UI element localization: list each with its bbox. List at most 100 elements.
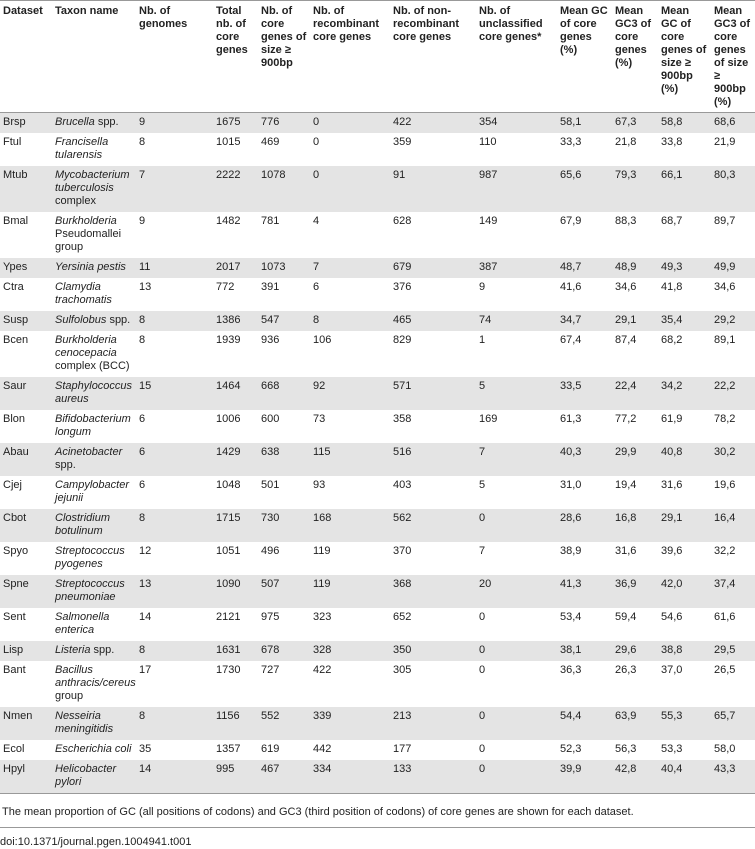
table-cell: 8: [136, 707, 213, 740]
table-cell: Spne: [0, 575, 52, 608]
data-table: Dataset Taxon name Nb. of genomes Total nb.…: [0, 0, 755, 794]
table-row: Mtub Mycobacterium tuberculosis complex 7 2…: [0, 166, 755, 212]
table-cell: 14: [136, 760, 213, 794]
taxon-cell: Acinetobacter spp.: [52, 443, 136, 476]
table-row: Spyo Streptococcus pyogenes 12 1051 496 119 37…: [0, 542, 755, 575]
taxon-suffix: complex (BCC): [55, 360, 130, 372]
table-cell: 88,3: [615, 215, 637, 227]
table-cell: 49,9: [711, 258, 755, 278]
table-cell: 8: [139, 136, 146, 148]
table-cell: 89,1: [714, 334, 736, 346]
table-cell: 21,8: [615, 136, 637, 148]
table-cell: Blon: [3, 413, 26, 425]
table-cell: 149: [479, 215, 498, 227]
table-cell: 36,9: [612, 575, 658, 608]
header-cell: Total nb. of core genes: [213, 0, 258, 113]
header-cell: Nb. of non-recombinant core genes: [390, 0, 476, 113]
table-cell: 29,1: [612, 311, 658, 331]
table-cell: 7: [479, 545, 486, 557]
table-row: Ftul Francisella tularensis 8 1015 469 0 359 11…: [0, 133, 755, 166]
table-cell: 119: [313, 545, 331, 557]
table-cell: 168: [310, 509, 390, 542]
taxon-suffix: spp.: [93, 644, 115, 656]
table-cell: 119: [310, 575, 390, 608]
table-cell: 730: [258, 509, 310, 542]
header-cell: Mean GC of core genes of size ≥ 900bp (%…: [658, 0, 711, 113]
table-cell: 33,5: [557, 377, 612, 410]
table-cell: 781: [261, 215, 280, 227]
table-cell: 29,1: [658, 509, 711, 542]
header-cell: Dataset: [0, 0, 52, 113]
table-cell: Lisp: [0, 641, 52, 661]
header-cell: Taxon name: [52, 0, 136, 113]
taxon-cell: Staphylococcus aureus: [52, 377, 136, 410]
taxon-cell: Clamydia trachomatis: [52, 278, 136, 311]
taxon-cell: Listeria spp.: [52, 641, 136, 661]
table-row: Ypes Yersinia pestis 11 2017 1073 7 679 387 48,7…: [0, 258, 755, 278]
table-cell: 679: [390, 258, 476, 278]
table-cell: 19,6: [714, 479, 736, 491]
table-cell: 41,6: [560, 281, 582, 293]
table-cell: 87,4: [615, 334, 637, 346]
table-cell: 61,9: [661, 413, 683, 425]
table-cell: 0: [479, 611, 486, 623]
table-cell: Cjej: [3, 479, 22, 491]
table-cell: 8: [136, 509, 213, 542]
taxon-italic: Staphylococcus aureus: [55, 380, 133, 405]
table-cell: 465: [390, 311, 476, 331]
table-cell: 15: [136, 377, 213, 410]
table-cell: 67,4: [560, 334, 582, 346]
table-cell: 33,8: [661, 136, 683, 148]
table-cell: 49,3: [658, 258, 711, 278]
table-cell: 40,3: [557, 443, 612, 476]
table-cell: 5: [476, 377, 557, 410]
table-cell: 995: [213, 760, 258, 794]
table-cell: 1939: [216, 334, 241, 346]
table-cell: 516: [390, 443, 476, 476]
footnote: The mean proportion of GC (all positions…: [2, 806, 634, 818]
table-cell: 34,6: [615, 281, 637, 293]
table-cell: 467: [258, 760, 310, 794]
taxon-italic: Francisella tularensis: [55, 136, 109, 161]
table-cell: 1631: [213, 641, 258, 661]
table-cell: 74: [476, 311, 557, 331]
taxon-suffix: spp.: [109, 314, 131, 326]
table-cell: Ecol: [3, 743, 25, 755]
table-row: Lisp Listeria spp. 8 1631 678 328 350 0 38,1 29,6…: [0, 641, 755, 661]
table-cell: 9: [139, 215, 146, 227]
taxon-italic: Bacillus anthracis/cereus: [55, 664, 136, 689]
header-cell: Nb. of recombinant core genes: [310, 0, 390, 113]
header-cell: Mean GC3 of core genes of size ≥ 900bp (…: [711, 0, 755, 113]
table-cell: 92: [310, 377, 390, 410]
table-row: Ctra Clamydia trachomatis 13 772 391 6 376 9 41,…: [0, 278, 755, 311]
table-row: Hpyl Helicobacter pylori 14 995 467 334 133 0 39…: [0, 760, 755, 794]
table-cell: 829: [393, 334, 412, 346]
taxon-cell: Burkholderia cenocepacia complex (BCC): [52, 331, 136, 377]
table-cell: 334: [310, 760, 390, 794]
header-cell: Mean GC3 of core genes (%): [612, 0, 658, 113]
table-cell: 9: [136, 112, 213, 133]
table-cell: 1357: [216, 743, 241, 755]
table-cell: 8: [139, 334, 146, 346]
table-row: Cbot Clostridium botulinum 8 1715 730 168 562 0…: [0, 509, 755, 542]
table-row: Abau Acinetobacter spp. 6 1429 638 115 516 7 40,…: [0, 443, 755, 476]
table-cell: 34,2: [658, 377, 711, 410]
table-cell: 42,8: [612, 760, 658, 794]
table-cell: 39,6: [661, 545, 683, 557]
taxon-italic: Yersinia pestis: [55, 261, 126, 273]
table-row: Bant Bacillus anthracis/cereus group 17 173…: [0, 661, 755, 707]
taxon-suffix: spp.: [55, 459, 76, 471]
header-cell: Nb. of unclassified core genes*: [476, 0, 557, 113]
table-cell: 21,9: [714, 136, 736, 148]
table-cell: 772: [216, 281, 235, 293]
table-cell: 22,2: [711, 377, 755, 410]
table-cell: 67,3: [612, 112, 658, 133]
table-cell: 35: [139, 743, 152, 755]
table-cell: 1: [479, 334, 486, 346]
table-cell: 0: [310, 166, 390, 212]
table-row: Susp Sulfolobus spp. 8 1386 547 8 465 74 34,7 29,…: [0, 311, 755, 331]
table-cell: 65,6: [557, 166, 612, 212]
table-cell: Bcen: [3, 334, 29, 346]
table-cell: 31,6: [615, 545, 637, 557]
